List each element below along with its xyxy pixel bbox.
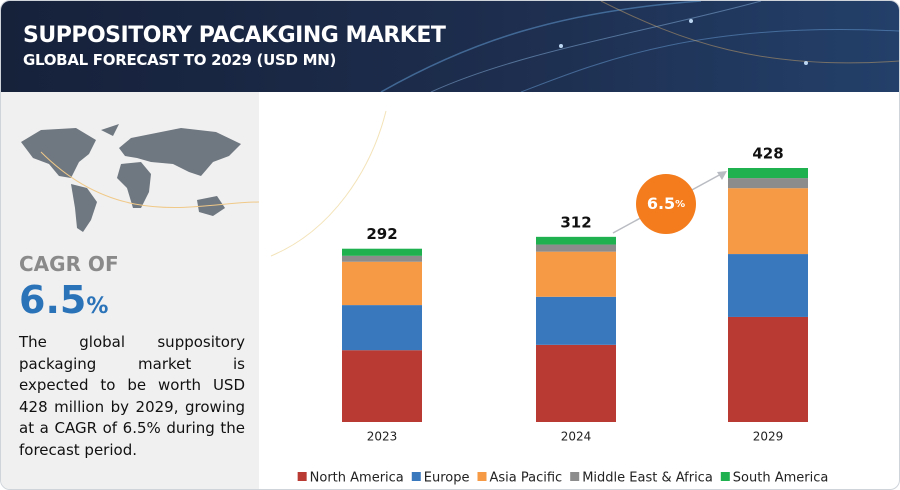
bar-segment	[342, 305, 422, 351]
x-tick-label: 2024	[561, 430, 592, 444]
legend-label: Europe	[424, 471, 470, 486]
legend-swatch	[570, 472, 580, 481]
legend-label: North America	[310, 471, 404, 486]
legend: North America Europe Asia Pacific Middle Ea…	[297, 471, 829, 486]
legend-swatch	[297, 472, 307, 481]
bar-segment	[342, 350, 422, 422]
bar-segment	[342, 255, 422, 262]
cagr-bubble-value: 6.5	[647, 194, 675, 213]
title: SUPPOSITORY PACAKGING MARKET	[23, 23, 446, 48]
x-tick-label: 2029	[753, 430, 784, 444]
legend-label: South America	[733, 471, 829, 486]
cagr-label: CAGR OF	[19, 252, 119, 276]
legend-swatch	[411, 472, 421, 481]
total-label: 312	[560, 213, 591, 231]
cagr-value: 6.5%	[19, 278, 108, 322]
header-decoration	[380, 1, 899, 92]
total-label: 292	[366, 225, 397, 243]
bar-segment	[728, 316, 808, 422]
bar-segment	[728, 168, 808, 179]
x-tick-label: 2023	[367, 430, 398, 444]
subtitle: GLOBAL FORECAST TO 2029 (USD MN)	[23, 51, 337, 69]
total-label: 428	[752, 145, 783, 163]
bar-segment	[536, 244, 616, 252]
summary-panel: CAGR OF 6.5% The global suppository pack…	[1, 92, 259, 489]
cagr-bubble-unit: %	[675, 199, 685, 210]
legend-swatch	[720, 472, 730, 481]
bar-segment	[536, 296, 616, 345]
cagr-bubble-label: 6.5%	[647, 194, 685, 213]
legend-label: Asia Pacific	[489, 471, 562, 486]
bar-segment	[342, 261, 422, 306]
bar-segment	[536, 344, 616, 422]
description: The global suppository packaging market …	[19, 333, 245, 459]
cagr-number: 6.5	[19, 278, 87, 322]
bar-segment	[536, 251, 616, 297]
cagr-bubble	[636, 174, 696, 234]
arrow-head	[717, 171, 727, 180]
bar-segment	[728, 188, 808, 255]
bar-segment	[342, 248, 422, 256]
legend-swatch	[477, 472, 487, 481]
decoration	[270, 110, 387, 257]
cagr-unit: %	[86, 294, 109, 319]
bar-segment	[536, 236, 616, 245]
header: SUPPOSITORY PACAKGING MARKET GLOBAL FORE…	[1, 1, 899, 92]
legend-label: Middle East & Africa	[582, 471, 713, 486]
world-map	[21, 124, 259, 232]
bar-segment	[728, 178, 808, 189]
bar-segment	[728, 254, 808, 317]
